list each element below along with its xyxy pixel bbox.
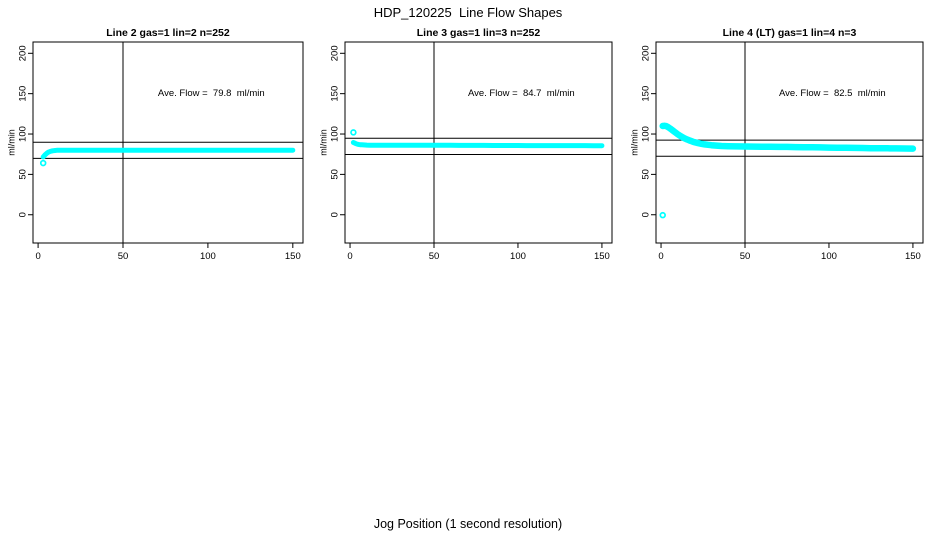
- y-tick-label: 150: [330, 86, 341, 102]
- y-tick-label: 50: [330, 169, 341, 180]
- flow-data-band: [40, 147, 296, 160]
- ave-flow-annotation: Ave. Flow = 79.8 ml/min: [158, 88, 265, 99]
- x-tick-label: 150: [905, 251, 921, 262]
- y-tick-label: 50: [641, 169, 652, 180]
- plot-box: [655, 41, 924, 244]
- panel-title: Line 4 (LT) gas=1 lin=4 n=3: [723, 27, 857, 39]
- ave-flow-annotation: Ave. Flow = 82.5 ml/min: [779, 88, 886, 99]
- y-tick-label: 0: [641, 212, 652, 217]
- page-title: HDP_120225 Line Flow Shapes: [373, 5, 563, 20]
- y-axis-label: ml/min: [318, 129, 328, 156]
- y-tick-label: 100: [641, 126, 652, 142]
- x-tick-label: 50: [429, 251, 440, 262]
- y-tick-label: 100: [330, 126, 341, 142]
- y-tick-label: 150: [641, 86, 652, 102]
- y-axis-label: ml/min: [629, 129, 639, 156]
- outlier-point: [659, 211, 666, 219]
- x-tick-label: 0: [35, 251, 40, 262]
- x-tick-label: 50: [740, 251, 751, 262]
- ave-flow-annotation: Ave. Flow = 84.7 ml/min: [468, 88, 575, 99]
- y-tick-label: 100: [18, 126, 29, 142]
- outlier-point: [350, 129, 357, 136]
- x-tick-label: 150: [594, 251, 610, 262]
- x-tick-label: 50: [118, 251, 129, 262]
- y-tick-label: 200: [330, 45, 341, 61]
- y-tick-label: 0: [330, 212, 341, 217]
- plot-box: [32, 41, 304, 244]
- x-axis-label: Jog Position (1 second resolution): [373, 517, 563, 531]
- panel-title: Line 2 gas=1 lin=2 n=252: [106, 27, 230, 39]
- y-tick-label: 200: [641, 45, 652, 61]
- outlier-point: [39, 159, 47, 167]
- y-tick-label: 0: [18, 212, 29, 217]
- panel-title: Line 3 gas=1 lin=3 n=252: [417, 27, 541, 39]
- y-tick-label: 150: [18, 86, 29, 102]
- y-axis-label: ml/min: [6, 129, 16, 156]
- panel-2: 0 50 100 150 0 50 100 150 200 ml/min Line 3 gas=1 …: [318, 27, 613, 262]
- plot-box: [344, 41, 613, 244]
- x-tick-label: 100: [200, 251, 216, 262]
- x-tick-label: 0: [658, 251, 663, 262]
- x-tick-label: 0: [347, 251, 352, 262]
- x-tick-label: 100: [821, 251, 837, 262]
- y-tick-label: 50: [18, 169, 29, 180]
- panel-3: 0 50 100 150 0 50 100 150 200 ml/min Line 4 (LT) g…: [629, 27, 924, 262]
- flow-data-band: [350, 140, 605, 149]
- y-tick-label: 200: [18, 45, 29, 61]
- flow-data-band: [659, 122, 917, 152]
- panel-1: 0 50 100 150 0 50 100 150 200 ml/min Line 2 gas=1 …: [6, 27, 304, 262]
- x-tick-label: 150: [285, 251, 301, 262]
- x-tick-label: 100: [510, 251, 526, 262]
